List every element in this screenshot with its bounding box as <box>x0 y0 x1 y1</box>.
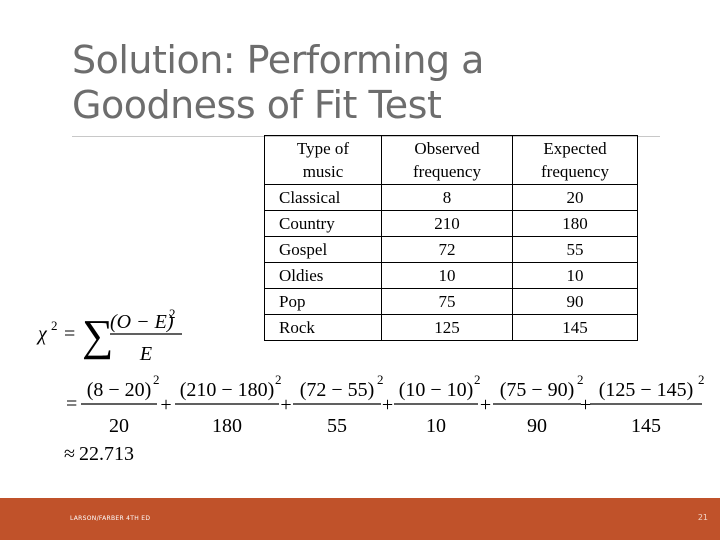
expected-cell: 145 <box>512 314 638 341</box>
expected-cell: 55 <box>512 236 638 263</box>
formula-equals: = <box>64 323 75 345</box>
music-type-cell: Gospel <box>264 236 382 263</box>
formula-numerator: (O − E) <box>110 311 174 333</box>
plus-sign: + <box>580 394 591 416</box>
observed-cell: 72 <box>381 236 513 263</box>
term-exponent: 2 <box>377 372 384 387</box>
chi-exponent: 2 <box>51 318 58 333</box>
term-denominator: 55 <box>327 415 347 437</box>
term-exponent: 2 <box>474 372 481 387</box>
term-denominator: 20 <box>109 415 129 437</box>
chi-symbol: χ <box>36 323 48 345</box>
table-row: Pop 75 90 <box>264 288 638 315</box>
header-line: Expected <box>543 139 607 158</box>
chi-square-result: 22.713 <box>78 443 134 465</box>
observed-cell: 10 <box>381 262 513 289</box>
term-numerator: (10 − 10) <box>399 379 474 401</box>
plus-sign: + <box>280 394 291 416</box>
term-numerator: (210 − 180) <box>180 379 275 401</box>
music-type-cell: Pop <box>264 288 382 315</box>
numerator-exponent: 2 <box>169 306 176 321</box>
term-exponent: 2 <box>698 372 704 387</box>
observed-cell: 125 <box>381 314 513 341</box>
chi-square-formula: χ 2 = ∑ (O − E) 2 E <box>36 306 182 365</box>
expected-cell: 90 <box>512 288 638 315</box>
term-denominator: 180 <box>212 415 242 437</box>
header-line: frequency <box>413 162 481 181</box>
term-denominator: 90 <box>527 415 547 437</box>
music-type-cell: Oldies <box>264 262 382 289</box>
header-line: frequency <box>541 162 609 181</box>
sigma-icon: ∑ <box>82 311 113 360</box>
expected-cell: 20 <box>512 184 638 211</box>
calc-equals: = <box>66 393 77 415</box>
table-row: Oldies 10 10 <box>264 262 638 289</box>
slide-title: Solution: Performing a Goodness of Fit T… <box>72 38 632 128</box>
term-exponent: 2 <box>153 372 160 387</box>
observed-cell: 210 <box>381 210 513 237</box>
footer-text: LARSON/FARBER 4TH ED <box>70 515 151 522</box>
table-header-row: Type of music Observed frequency Expecte… <box>264 135 638 185</box>
term-numerator: (8 − 20) <box>87 379 152 401</box>
term-exponent: 2 <box>577 372 584 387</box>
title-line-2: Goodness of Fit Test <box>72 83 442 127</box>
observed-cell: 8 <box>381 184 513 211</box>
header-line: music <box>302 162 344 181</box>
music-type-cell: Country <box>264 210 382 237</box>
header-type-of-music: Type of music <box>264 135 382 185</box>
term-denominator: 10 <box>426 415 446 437</box>
frequency-table: Type of music Observed frequency Expecte… <box>264 135 638 341</box>
formula-denominator: E <box>139 343 152 365</box>
observed-cell: 75 <box>381 288 513 315</box>
term-numerator: (125 − 145) <box>599 379 694 401</box>
expected-cell: 180 <box>512 210 638 237</box>
header-expected-frequency: Expected frequency <box>512 135 638 185</box>
expected-cell: 10 <box>512 262 638 289</box>
title-line-1: Solution: Performing a <box>72 38 484 82</box>
term-exponent: 2 <box>275 372 282 387</box>
term-numerator: (75 − 90) <box>500 379 575 401</box>
header-line: Observed <box>414 139 480 158</box>
table-row: Country 210 180 <box>264 210 638 237</box>
page-number: 21 <box>697 513 708 522</box>
header-observed-frequency: Observed frequency <box>381 135 513 185</box>
table-row: Rock 125 145 <box>264 314 638 341</box>
header-line: Type of <box>296 139 350 158</box>
table-row: Classical 8 20 <box>264 184 638 211</box>
plus-sign: + <box>160 394 171 416</box>
music-type-cell: Classical <box>264 184 382 211</box>
table-row: Gospel 72 55 <box>264 236 638 263</box>
music-type-cell: Rock <box>264 314 382 341</box>
approx-symbol: ≈ <box>64 443 75 465</box>
term-denominator: 145 <box>631 415 661 437</box>
footer-bar: LARSON/FARBER 4TH ED 21 <box>0 498 720 540</box>
result-line: ≈22.713 <box>64 443 134 466</box>
plus-sign: + <box>480 394 491 416</box>
term-numerator: (72 − 55) <box>300 379 375 401</box>
plus-sign: + <box>382 394 393 416</box>
